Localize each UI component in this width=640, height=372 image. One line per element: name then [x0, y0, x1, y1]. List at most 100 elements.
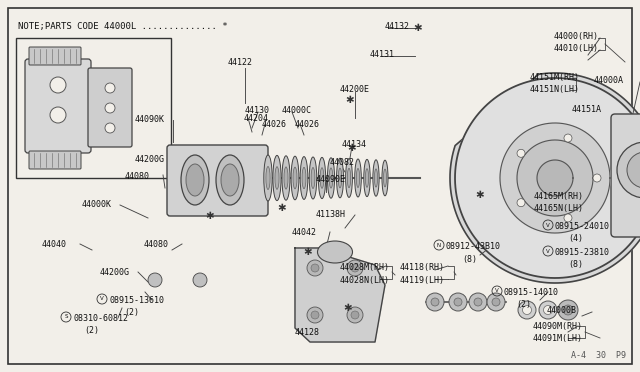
Text: 44028N(LH): 44028N(LH) [340, 276, 390, 285]
Circle shape [148, 273, 162, 287]
Text: 44026: 44026 [262, 120, 287, 129]
Text: 08912-43B10: 08912-43B10 [446, 242, 501, 251]
Ellipse shape [355, 159, 362, 197]
Text: 44090E: 44090E [316, 175, 346, 184]
FancyBboxPatch shape [611, 114, 640, 237]
Text: N: N [437, 243, 441, 247]
Ellipse shape [373, 160, 379, 196]
Text: 44042: 44042 [292, 228, 317, 237]
Ellipse shape [382, 160, 388, 196]
Text: 44151A: 44151A [572, 105, 602, 114]
Text: 44165M(RH): 44165M(RH) [534, 192, 584, 201]
Ellipse shape [383, 169, 387, 187]
Text: 44134: 44134 [342, 140, 367, 149]
Ellipse shape [311, 167, 315, 189]
Text: 44165N(LH): 44165N(LH) [534, 204, 584, 213]
Ellipse shape [348, 168, 351, 188]
Text: 44122: 44122 [228, 58, 253, 67]
Circle shape [492, 298, 500, 306]
Text: 44000(RH): 44000(RH) [554, 32, 599, 41]
Circle shape [517, 199, 525, 207]
Circle shape [563, 305, 573, 315]
Text: 44131: 44131 [370, 50, 395, 59]
Circle shape [431, 298, 439, 306]
Text: 44151M(RH): 44151M(RH) [530, 73, 580, 82]
Polygon shape [500, 123, 610, 233]
Text: A-4  30  P9: A-4 30 P9 [571, 351, 626, 360]
Ellipse shape [346, 158, 353, 198]
Text: 44130: 44130 [245, 106, 270, 115]
Text: V: V [495, 289, 499, 294]
Text: 44082: 44082 [330, 158, 355, 167]
Circle shape [617, 142, 640, 198]
Text: 44200E: 44200E [340, 85, 370, 94]
Text: (2): (2) [84, 326, 99, 335]
Ellipse shape [186, 164, 204, 196]
Text: 44000K: 44000K [82, 200, 112, 209]
Circle shape [311, 311, 319, 319]
Text: ✱: ✱ [278, 203, 286, 213]
Polygon shape [455, 78, 640, 278]
Ellipse shape [302, 167, 306, 189]
Text: NOTE;PARTS CODE 44000L .............. *: NOTE;PARTS CODE 44000L .............. * [18, 22, 228, 31]
Ellipse shape [328, 158, 335, 198]
Text: 44128: 44128 [295, 328, 320, 337]
Ellipse shape [284, 167, 288, 189]
Polygon shape [295, 248, 385, 342]
Text: 44091M(LH): 44091M(LH) [533, 334, 583, 343]
Text: 44026: 44026 [295, 120, 320, 129]
FancyBboxPatch shape [29, 151, 81, 169]
Ellipse shape [356, 169, 360, 187]
Ellipse shape [337, 158, 344, 198]
Circle shape [558, 300, 578, 320]
Bar [16, 38, 171, 178]
Circle shape [105, 83, 115, 93]
Text: 44132: 44132 [385, 22, 410, 31]
Circle shape [351, 311, 359, 319]
Text: 44118(RH): 44118(RH) [400, 263, 445, 272]
Ellipse shape [339, 168, 342, 188]
Ellipse shape [293, 167, 297, 189]
Circle shape [307, 307, 323, 323]
Text: ✱: ✱ [346, 95, 355, 105]
Text: 44204: 44204 [244, 114, 269, 123]
Text: 44080: 44080 [125, 172, 150, 181]
Ellipse shape [329, 168, 333, 188]
Circle shape [474, 298, 482, 306]
Ellipse shape [518, 301, 536, 319]
Ellipse shape [309, 157, 317, 199]
Text: S: S [64, 314, 68, 320]
Circle shape [311, 264, 319, 272]
Ellipse shape [365, 169, 369, 187]
Ellipse shape [221, 164, 239, 196]
Text: 41138H: 41138H [316, 210, 346, 219]
Text: 44090K: 44090K [135, 115, 165, 124]
Text: 44010(LH): 44010(LH) [554, 44, 599, 53]
Polygon shape [450, 73, 640, 283]
Text: 08915-14010: 08915-14010 [504, 288, 559, 297]
Ellipse shape [181, 155, 209, 205]
Circle shape [193, 273, 207, 287]
Text: (4): (4) [568, 234, 583, 243]
Text: V: V [100, 296, 104, 301]
Circle shape [449, 293, 467, 311]
Circle shape [593, 174, 601, 182]
Circle shape [351, 264, 359, 272]
Ellipse shape [364, 159, 370, 196]
Text: ✱: ✱ [476, 190, 484, 200]
Polygon shape [537, 160, 573, 196]
Text: ✱: ✱ [303, 247, 312, 257]
Text: 08915-24010: 08915-24010 [555, 222, 610, 231]
FancyBboxPatch shape [29, 47, 81, 65]
Circle shape [105, 123, 115, 133]
Text: 44119(LH): 44119(LH) [400, 276, 445, 285]
Text: (2): (2) [124, 308, 139, 317]
Ellipse shape [374, 169, 378, 187]
Ellipse shape [318, 157, 326, 199]
Text: 44200G: 44200G [100, 268, 130, 277]
Circle shape [347, 307, 363, 323]
Text: 44000A: 44000A [594, 76, 624, 85]
Text: ✱: ✱ [348, 143, 356, 153]
Text: V: V [546, 248, 550, 253]
Text: 44028M(RH): 44028M(RH) [340, 263, 390, 272]
